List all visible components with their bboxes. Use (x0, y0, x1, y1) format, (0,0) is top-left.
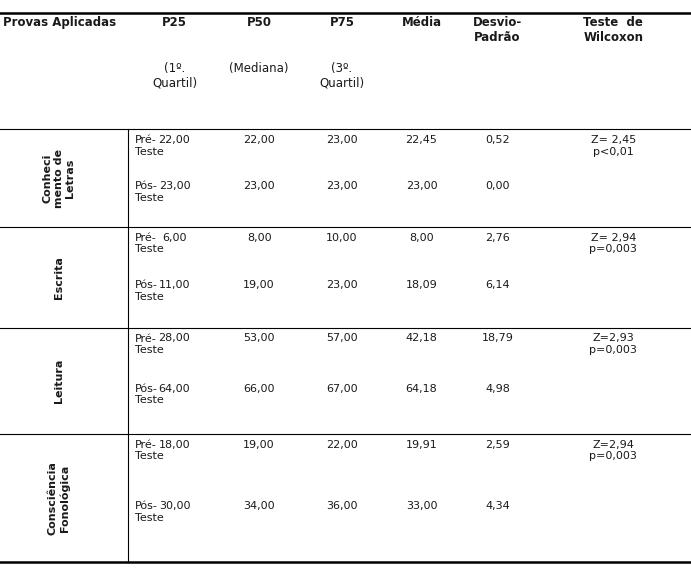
Text: 57,00: 57,00 (326, 334, 358, 343)
Text: 23,00: 23,00 (326, 280, 358, 290)
Text: Pré-
Teste: Pré- Teste (135, 135, 164, 157)
Text: 8,00: 8,00 (409, 233, 434, 243)
Text: Pós-
Teste: Pós- Teste (135, 384, 164, 405)
Text: 67,00: 67,00 (326, 384, 358, 394)
Text: Média: Média (401, 16, 442, 29)
Text: 18,79: 18,79 (482, 334, 513, 343)
Text: Escrita: Escrita (54, 256, 64, 299)
Text: 53,00: 53,00 (243, 334, 275, 343)
Text: 8,00: 8,00 (247, 233, 272, 243)
Text: 23,00: 23,00 (159, 181, 190, 191)
Text: Z=2,94
p=0,003: Z=2,94 p=0,003 (589, 440, 637, 462)
Text: (1º.
Quartil): (1º. Quartil) (152, 62, 197, 90)
Text: 6,00: 6,00 (162, 233, 187, 243)
Text: 2,76: 2,76 (485, 233, 510, 243)
Text: 18,00: 18,00 (159, 440, 190, 450)
Text: 23,00: 23,00 (243, 181, 275, 191)
Text: Pós-
Teste: Pós- Teste (135, 280, 164, 302)
Text: 36,00: 36,00 (326, 501, 358, 511)
Text: 64,18: 64,18 (406, 384, 437, 394)
Text: Consciência
Fonológica: Consciência Fonológica (48, 461, 70, 535)
Text: P50: P50 (247, 16, 272, 29)
Text: 10,00: 10,00 (326, 233, 358, 243)
Text: 30,00: 30,00 (159, 501, 190, 511)
Text: 19,00: 19,00 (243, 440, 275, 450)
Text: 6,14: 6,14 (485, 280, 510, 290)
Text: 4,98: 4,98 (485, 384, 510, 394)
Text: 23,00: 23,00 (406, 181, 437, 191)
Text: 34,00: 34,00 (243, 501, 275, 511)
Text: 19,00: 19,00 (243, 280, 275, 290)
Text: Pós-
Teste: Pós- Teste (135, 501, 164, 523)
Text: Z= 2,45
p<0,01: Z= 2,45 p<0,01 (591, 135, 636, 157)
Text: 42,18: 42,18 (406, 334, 437, 343)
Text: 11,00: 11,00 (159, 280, 190, 290)
Text: 22,45: 22,45 (406, 135, 437, 145)
Text: (Mediana): (Mediana) (229, 62, 289, 75)
Text: 28,00: 28,00 (159, 334, 190, 343)
Text: P75: P75 (330, 16, 354, 29)
Text: Z=2,93
p=0,003: Z=2,93 p=0,003 (589, 334, 637, 355)
Text: 2,59: 2,59 (485, 440, 510, 450)
Text: (3º.
Quartil): (3º. Quartil) (319, 62, 365, 90)
Text: Pré-
Teste: Pré- Teste (135, 440, 164, 462)
Text: Conheci
mento de
Letras: Conheci mento de Letras (42, 149, 75, 208)
Text: Z= 2,94
p=0,003: Z= 2,94 p=0,003 (589, 233, 637, 255)
Text: Teste  de
Wilcoxon: Teste de Wilcoxon (583, 16, 643, 44)
Text: 22,00: 22,00 (159, 135, 190, 145)
Text: 0,00: 0,00 (485, 181, 510, 191)
Text: 22,00: 22,00 (326, 440, 358, 450)
Text: 18,09: 18,09 (406, 280, 437, 290)
Text: 33,00: 33,00 (406, 501, 437, 511)
Text: 19,91: 19,91 (406, 440, 437, 450)
Text: Desvio-
Padrão: Desvio- Padrão (473, 16, 522, 44)
Text: Pós-
Teste: Pós- Teste (135, 181, 164, 203)
Text: 66,00: 66,00 (243, 384, 275, 394)
Text: 0,52: 0,52 (485, 135, 510, 145)
Text: Leitura: Leitura (54, 359, 64, 403)
Text: 23,00: 23,00 (326, 135, 358, 145)
Text: Pré-
Teste: Pré- Teste (135, 233, 164, 255)
Text: Pré-
Teste: Pré- Teste (135, 334, 164, 355)
Text: 22,00: 22,00 (243, 135, 275, 145)
Text: 23,00: 23,00 (326, 181, 358, 191)
Text: 64,00: 64,00 (159, 384, 190, 394)
Text: 4,34: 4,34 (485, 501, 510, 511)
Text: Provas Aplicadas: Provas Aplicadas (3, 16, 117, 29)
Text: P25: P25 (162, 16, 187, 29)
